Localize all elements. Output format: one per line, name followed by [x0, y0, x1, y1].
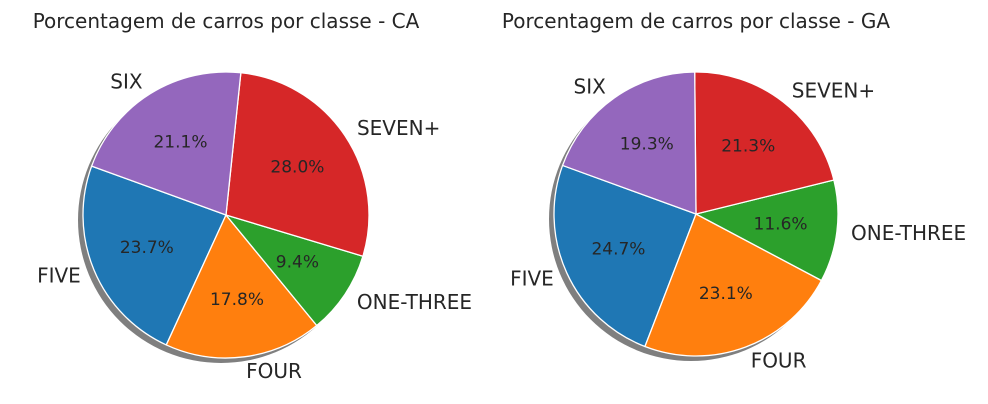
pie-slice-six: [90, 71, 242, 216]
pct-label-seven: 28.0%: [270, 157, 324, 177]
category-label-four: FOUR: [246, 359, 302, 383]
category-label-six: SIX: [110, 70, 143, 94]
pct-label-six: 19.3%: [620, 134, 674, 154]
pie-slice-four: [644, 213, 823, 357]
pie-slice-five: [82, 165, 227, 346]
pie-labels: 24.7% FIVE 23.1% FOUR 11.6% ONE-THREE 21.3% SEV…: [510, 74, 966, 372]
pie-slice-four: [165, 214, 318, 359]
pie-chart-ga: Porcentagem de carros por classe - GA 24…: [502, 9, 966, 372]
pie-slice-one-three: [695, 179, 839, 282]
category-label-six: SIX: [574, 74, 607, 98]
pie-slice-seven: [225, 72, 370, 257]
pie-slice-five: [553, 164, 697, 348]
pct-label-one-three: 11.6%: [754, 214, 808, 234]
pct-label-one-three: 9.4%: [276, 253, 319, 273]
category-label-one-three: ONE-THREE: [357, 290, 472, 314]
category-label-seven: SEVEN+: [792, 79, 875, 103]
pie-chart-ca: Porcentagem de carros por classe - CA 23…: [33, 9, 472, 383]
pct-label-seven: 21.3%: [721, 137, 775, 157]
category-label-seven: SEVEN+: [357, 116, 440, 140]
pie-slice-six: [561, 71, 697, 215]
category-label-five: FIVE: [510, 267, 554, 291]
pct-label-six: 21.1%: [153, 132, 207, 152]
pct-label-four: 23.1%: [699, 284, 753, 304]
pct-label-five: 23.7%: [120, 238, 174, 258]
pie-labels: 23.7% FIVE 17.8% FOUR 9.4% ONE-THREE 28.0% SEVE…: [37, 70, 472, 383]
pie-wedges: [82, 71, 370, 359]
chart-title-ga: Porcentagem de carros por classe - GA: [502, 9, 890, 33]
chart-title-ca: Porcentagem de carros por classe - CA: [33, 9, 420, 33]
pie-wedges: [553, 71, 839, 357]
category-label-five: FIVE: [37, 264, 81, 288]
category-label-four: FOUR: [751, 348, 807, 372]
pie-slice-one-three: [225, 214, 364, 327]
pie-slice-seven: [694, 71, 835, 215]
pct-label-four: 17.8%: [210, 290, 264, 310]
pct-label-five: 24.7%: [591, 239, 645, 259]
category-label-one-three: ONE-THREE: [851, 221, 966, 245]
